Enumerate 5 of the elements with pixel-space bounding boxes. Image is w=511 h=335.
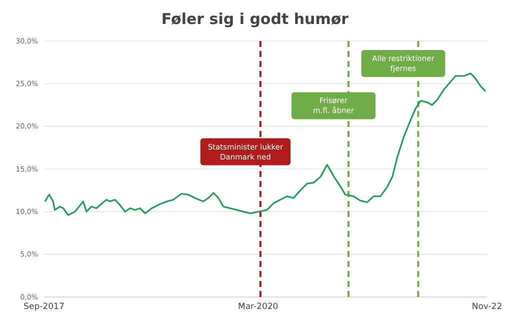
x-tick-label: Mar-2020 xyxy=(238,302,278,312)
line-series xyxy=(44,72,486,216)
chart-title: Føler sig i godt humør xyxy=(161,10,350,28)
x-tick-label: Sep-2017 xyxy=(24,302,64,312)
x-tick-label: Nov-22 xyxy=(472,302,502,312)
